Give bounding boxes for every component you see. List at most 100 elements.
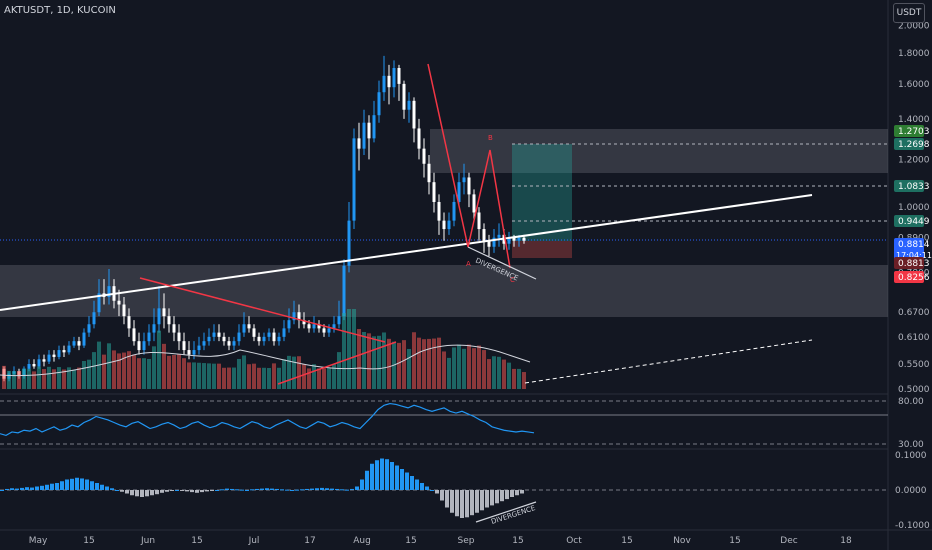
candle-body	[327, 328, 331, 333]
time-tick-label: 15	[405, 536, 416, 546]
histogram-bar	[255, 488, 259, 490]
volume-bar	[92, 352, 96, 389]
divergence-line-histogram[interactable]	[475, 501, 537, 523]
volume-bar	[332, 364, 336, 389]
histogram-axis[interactable]: 0.1000 0.0000 -0.1000	[895, 451, 930, 531]
triangle-lower-line[interactable]	[277, 341, 397, 385]
volume-bar	[287, 355, 291, 389]
candle-body	[187, 350, 191, 355]
candle-body	[137, 341, 141, 351]
candle-body	[377, 92, 381, 116]
candle-body	[172, 324, 176, 333]
volume-bar	[302, 364, 306, 389]
candle-body	[87, 324, 91, 333]
volume-bar	[457, 344, 461, 389]
candle-body	[32, 363, 36, 367]
histogram-bar	[225, 488, 229, 490]
histogram-bar	[480, 490, 484, 511]
triangle-upper-line[interactable]	[139, 277, 386, 343]
price-tag-value: 1.2703	[898, 127, 930, 137]
price-tick-label: 1.0000	[898, 203, 930, 213]
histogram-bar	[35, 486, 39, 490]
histogram-tick-label: -0.1000	[895, 521, 930, 531]
volume-bar	[102, 354, 106, 389]
price-tick-label: 1.8000	[898, 49, 930, 59]
histogram-bar	[130, 490, 134, 496]
candle-body	[142, 341, 146, 351]
volume-bar	[317, 368, 321, 389]
volume-bar	[497, 356, 501, 389]
time-axis[interactable]: May 15 Jun 15 Jul 17 Aug 15 Sep 15 Oct 15 Nov 15 Dec 18	[29, 536, 852, 546]
candle-body	[227, 341, 231, 346]
divergence-line-price[interactable]	[467, 246, 537, 280]
histogram-bar	[250, 489, 254, 491]
abc-pattern-line[interactable]	[427, 63, 511, 269]
histogram-bar	[85, 479, 89, 490]
candle-body	[392, 67, 396, 88]
symbol-title[interactable]: AKTUSDT, 1D, KUCOIN	[4, 5, 116, 16]
volume-bar	[77, 367, 81, 389]
histogram-bar	[375, 460, 379, 490]
volume-bar	[507, 362, 511, 389]
histogram-bar	[455, 490, 459, 517]
candle-body	[477, 212, 481, 230]
candlestick-series[interactable]	[2, 55, 526, 382]
histogram-bar	[160, 490, 164, 493]
price-tag-value: 1.0833	[898, 182, 930, 192]
price-axis[interactable]: 2.00001.80001.60001.40001.20001.00000.89…	[898, 21, 930, 395]
long-position-stop-zone[interactable]	[512, 241, 572, 258]
volume-bar	[412, 332, 416, 389]
candle-body	[412, 100, 416, 129]
rsi-axis[interactable]: 80.00 30.00	[898, 397, 924, 450]
candle-body	[492, 237, 496, 247]
volume-ma-line	[0, 344, 531, 377]
histogram-bar	[45, 484, 49, 490]
histogram-tick-label: 0.1000	[895, 451, 927, 461]
volume-bar	[147, 358, 151, 389]
time-tick-label: 18	[840, 536, 852, 546]
volume-bar	[482, 350, 486, 389]
volume-bar	[307, 368, 311, 389]
histogram-bar	[200, 490, 204, 493]
price-tag-value: 1.2698	[898, 140, 930, 150]
price-tag-value: 0.8813	[898, 259, 930, 269]
trend-line-white[interactable]	[0, 194, 813, 311]
trend-line-dashed[interactable]	[524, 339, 813, 384]
candle-body	[217, 332, 221, 337]
volume-bar	[217, 363, 221, 389]
candle-body	[422, 148, 426, 164]
histogram-bar	[385, 459, 389, 490]
histogram-tick-label: 0.0000	[895, 486, 927, 496]
volume-bar	[27, 368, 31, 389]
histogram-bar	[210, 490, 214, 491]
volume-bar	[327, 368, 331, 389]
volume-bar	[437, 337, 441, 389]
rsi-line[interactable]	[0, 402, 535, 437]
candle-body	[117, 300, 121, 305]
volume-bar	[347, 309, 351, 389]
volume-bar	[172, 355, 176, 389]
long-position-profit-zone[interactable]	[512, 144, 572, 241]
histogram-bar	[365, 470, 369, 490]
histogram-bar	[470, 490, 474, 516]
candle-body	[442, 220, 446, 230]
candle-body	[432, 182, 436, 202]
candle-body	[402, 83, 406, 110]
volume-bar	[477, 345, 481, 389]
price-tag	[894, 138, 924, 150]
price-tag	[894, 125, 924, 137]
volume-bar	[517, 368, 521, 389]
resistance-zone-upper[interactable]	[430, 129, 888, 173]
candle-body	[407, 100, 411, 110]
histogram-bar	[120, 490, 124, 492]
volume-bar	[422, 339, 426, 389]
currency-button[interactable]: USDT	[893, 3, 925, 23]
histogram-bar	[105, 486, 109, 490]
candle-body	[107, 286, 111, 298]
support-zone[interactable]	[0, 265, 888, 317]
histogram-series[interactable]	[0, 458, 524, 519]
candle-body	[92, 312, 96, 325]
price-tag	[894, 180, 924, 192]
volume-bar	[7, 370, 11, 389]
